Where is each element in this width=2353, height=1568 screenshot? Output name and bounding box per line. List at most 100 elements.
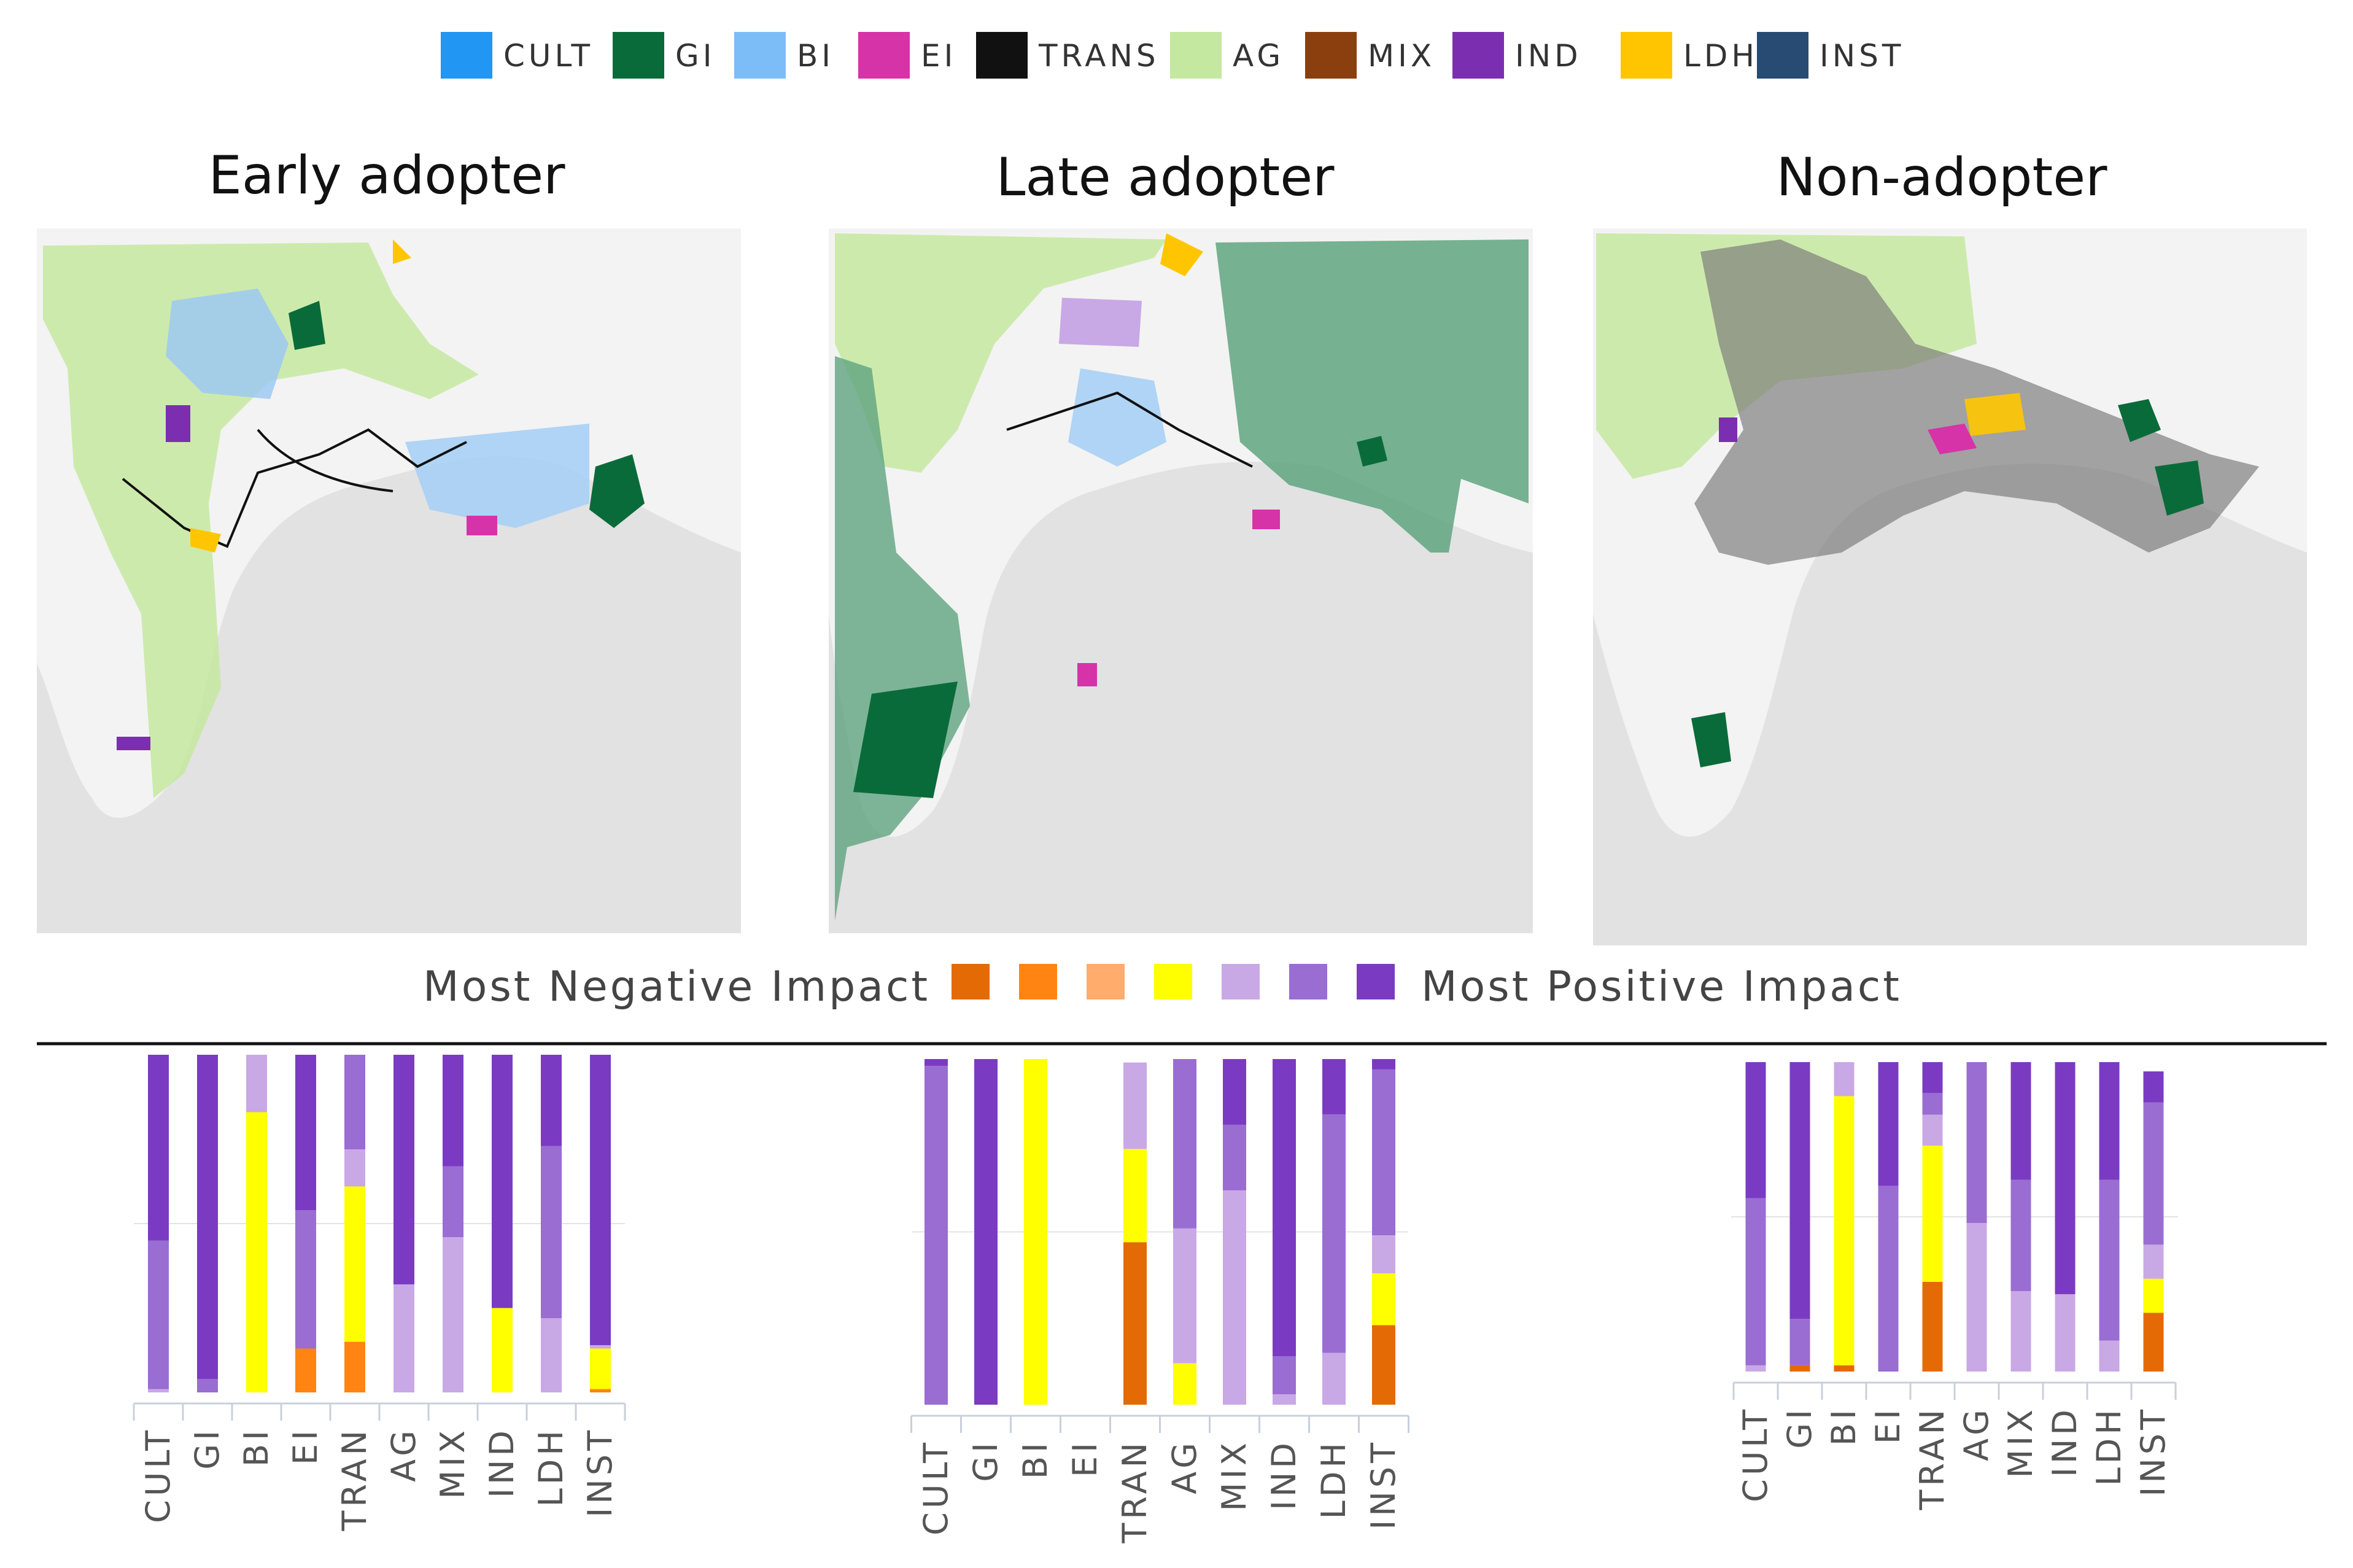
land-use-legend: CULT GI BI EI TRANS AG MIX IND LDH INST — [441, 32, 1901, 79]
gi-patch — [853, 681, 958, 798]
bar-segment-ldh-5 — [1322, 1114, 1346, 1353]
legend-label-gi: GI — [675, 38, 716, 74]
bar-segment-ind-6 — [2055, 1062, 2076, 1294]
bar-segment-inst-6 — [1372, 1059, 1395, 1069]
bar-segment-tran-3 — [1922, 1146, 1943, 1282]
legend-swatch-ag — [1170, 32, 1222, 79]
x-tick-label-ind: IND — [483, 1427, 521, 1498]
bar-segment-ldh-4 — [541, 1318, 562, 1392]
bar-segment-ei-1 — [295, 1348, 316, 1392]
bar-segment-ag-4 — [393, 1284, 414, 1392]
x-tick-label-inst: INST — [581, 1427, 619, 1518]
bar-segment-inst-0 — [2143, 1313, 2164, 1372]
bar-segment-cult-5 — [925, 1066, 948, 1405]
bi-area — [166, 289, 289, 399]
x-tick-label-mix: MIX — [2001, 1406, 2040, 1478]
bar-segment-tran-4 — [344, 1149, 365, 1187]
x-tick-label-ag: AG — [1165, 1439, 1204, 1494]
bar-segment-mix-6 — [2010, 1062, 2031, 1180]
bar-segment-bi-3 — [1024, 1059, 1047, 1405]
x-tick-label-ldh: LDH — [1314, 1439, 1353, 1519]
x-tick-label-gi: GI — [188, 1427, 227, 1470]
trans-line — [1006, 391, 1253, 468]
legend-swatch-mix — [1305, 32, 1357, 79]
ind-patch — [166, 405, 190, 442]
x-tick-label-ind: IND — [2045, 1406, 2084, 1477]
ei-patch — [1928, 424, 1977, 454]
x-tick-label-bi: BI — [1824, 1406, 1863, 1446]
x-tick-label-ei: EI — [1869, 1406, 1907, 1444]
bar-segment-ldh-5 — [541, 1146, 562, 1318]
bar-segment-ldh-5 — [2099, 1179, 2120, 1341]
bar-segment-tran-3 — [344, 1186, 365, 1342]
ind-area — [1059, 298, 1142, 347]
bar-segment-tran-4 — [1922, 1114, 1943, 1146]
bar-segment-ldh-4 — [2099, 1340, 2120, 1372]
x-tick-label-bi: BI — [1016, 1439, 1055, 1479]
x-tick-label-ei: EI — [1066, 1439, 1104, 1477]
bar-segment-tran-0 — [1123, 1242, 1147, 1405]
bar-segment-cult-6 — [925, 1059, 948, 1066]
bar-segment-inst-4 — [1372, 1235, 1395, 1274]
bar-segment-ei-5 — [1878, 1186, 1899, 1372]
bar-segment-ldh-6 — [541, 1055, 562, 1146]
x-tick-label-gi: GI — [966, 1439, 1005, 1482]
ldh-patch — [1964, 393, 2026, 436]
bar-segment-gi-6 — [1789, 1062, 1810, 1319]
x-tick-label-inst: INST — [2134, 1406, 2173, 1497]
legend-swatch-trans — [976, 32, 1028, 79]
bar-segment-inst-6 — [2143, 1071, 2164, 1103]
impact-swatch-2 — [1087, 964, 1125, 999]
legend-label-trans: TRANS — [1038, 38, 1160, 74]
x-tick-label-ei: EI — [286, 1427, 325, 1465]
bar-segment-gi-6 — [197, 1055, 218, 1379]
ei-patch — [1077, 663, 1097, 686]
map-early-adopter — [37, 228, 741, 933]
bar-segment-cult-4 — [148, 1389, 169, 1392]
ind-patch — [1719, 417, 1737, 442]
gi-patch — [2118, 399, 2161, 442]
gi-patch — [2155, 460, 2204, 516]
bar-segment-ei-6 — [1878, 1062, 1899, 1186]
legend-swatch-cult — [441, 32, 492, 79]
bar-segment-inst-4 — [2143, 1244, 2164, 1279]
ldh-patch — [1160, 233, 1203, 276]
legend-swatch-inst — [1757, 32, 1808, 79]
x-tick-label-ldh: LDH — [532, 1427, 570, 1507]
x-tick-label-ldh: LDH — [2090, 1406, 2128, 1486]
x-tick-label-mix: MIX — [433, 1427, 472, 1499]
bar-segment-tran-5 — [344, 1055, 365, 1149]
impact-swatch-4 — [1222, 964, 1260, 999]
x-tick-label-mix: MIX — [1215, 1439, 1254, 1512]
legend-swatch-ind — [1452, 32, 1504, 79]
bar-segment-inst-5 — [1372, 1069, 1395, 1236]
bar-segment-ag-3 — [1173, 1363, 1196, 1405]
bar-segment-bi-4 — [1834, 1062, 1855, 1096]
map-late-adopter — [829, 228, 1533, 933]
bar-segment-ag-4 — [1173, 1228, 1196, 1364]
bar-segment-bi-3 — [1834, 1096, 1855, 1365]
bar-segment-tran-4 — [1123, 1062, 1147, 1149]
ag-area — [835, 233, 1166, 473]
bar-chart-late-adopter: CULT GI BI EI TRAN AG MIX IND LDH INST — [910, 1059, 1409, 1544]
bar-chart-non-adopter: CULT GI BI EI TRAN AG MIX IND LDH INST — [1731, 1062, 2178, 1511]
bar-segment-inst-3 — [2143, 1278, 2164, 1313]
trans-line — [257, 429, 393, 492]
bar-segment-tran-6 — [1922, 1062, 1943, 1093]
x-tick-label-bi: BI — [237, 1427, 276, 1467]
x-tick-label-gi: GI — [1780, 1406, 1819, 1449]
bar-segment-ei-6 — [295, 1055, 316, 1210]
ldh-patch — [393, 239, 411, 264]
legend-label-bi: BI — [797, 38, 834, 74]
bar-segment-ind-6 — [492, 1055, 513, 1308]
bar-segment-bi-4 — [246, 1055, 267, 1112]
bar-segment-ei-5 — [295, 1210, 316, 1349]
bar-segment-cult-5 — [1745, 1198, 1766, 1365]
bar-segment-inst-1 — [590, 1389, 611, 1392]
panel-title-non-adopter: Non-adopter — [1777, 147, 2108, 208]
bar-segment-inst-6 — [590, 1055, 611, 1345]
impact-swatch-6 — [1357, 964, 1395, 999]
impact-right-label: Most Positive Impact — [1421, 963, 1902, 1011]
x-tick-label-tran: TRAN — [1913, 1406, 1952, 1511]
